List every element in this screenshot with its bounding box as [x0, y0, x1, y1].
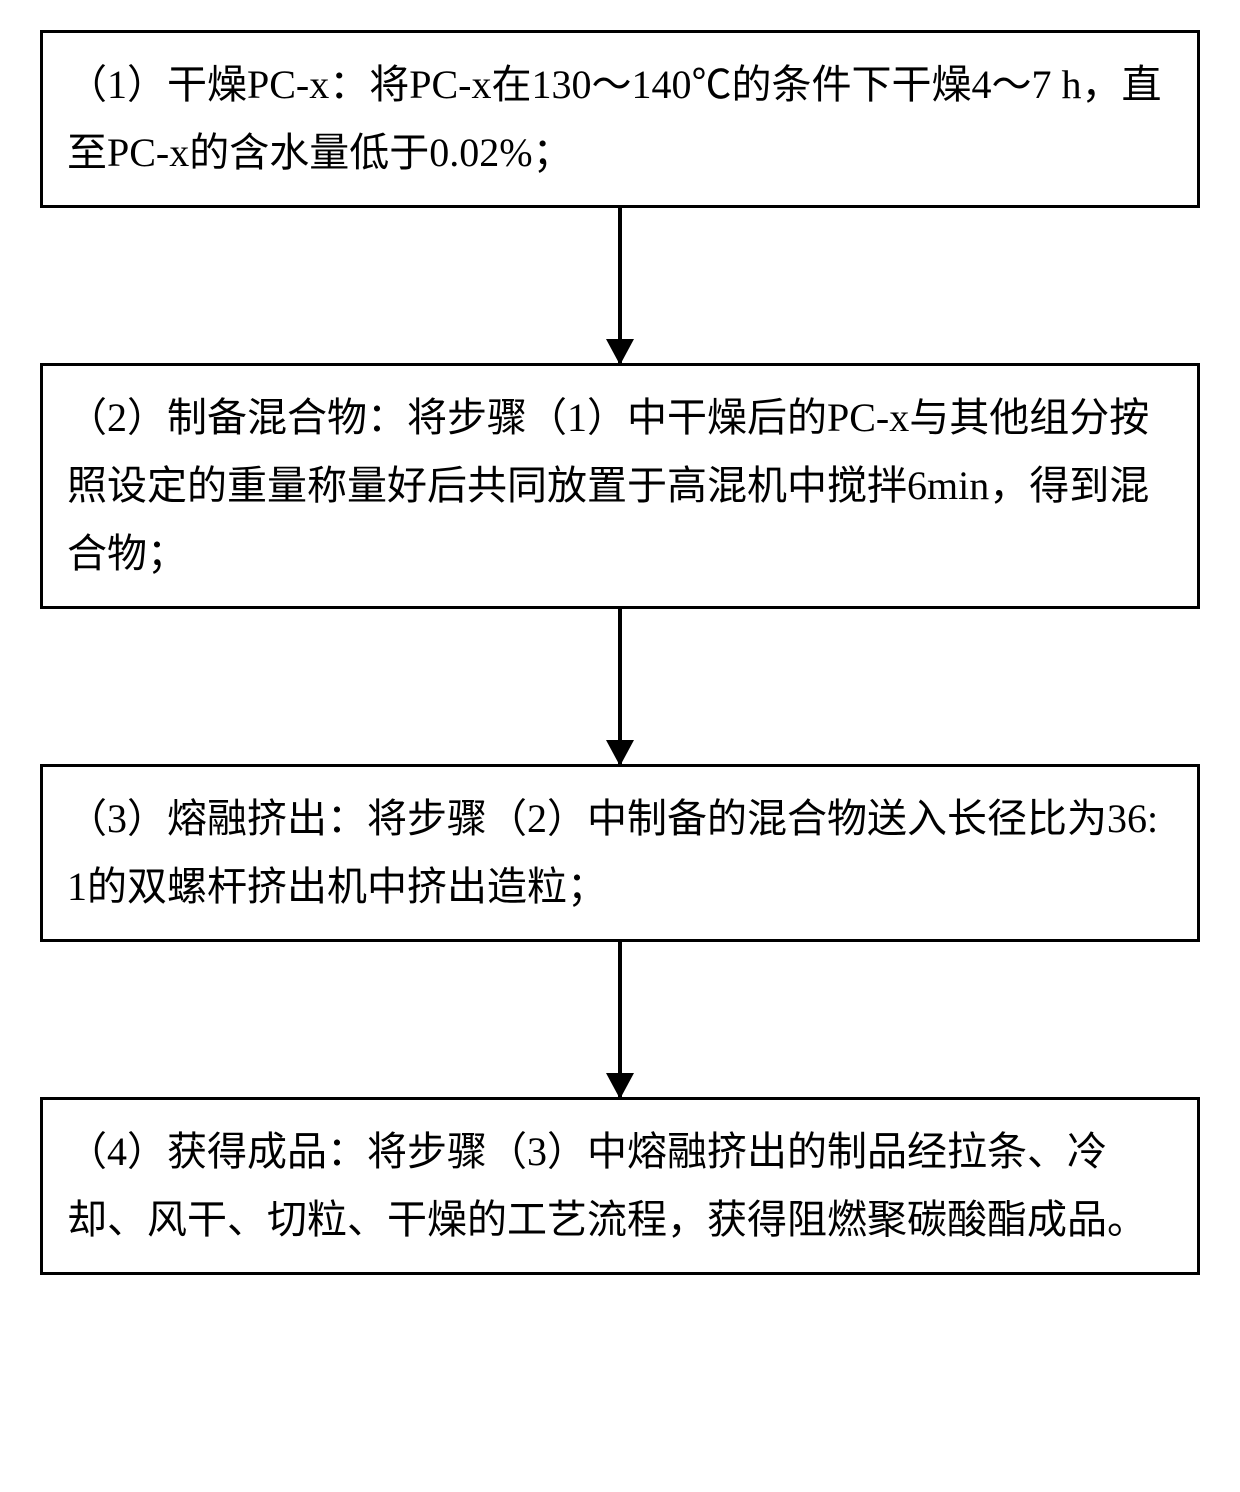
arrow-down-icon: [618, 942, 622, 1097]
flow-edge: [40, 208, 1200, 363]
flow-edge: [40, 609, 1200, 764]
flow-node-text: （3）熔融挤出：将步骤（2）中制备的混合物送入长径比为36:1的双螺杆挤出机中挤…: [67, 785, 1173, 921]
flow-node-text: （4）获得成品：将步骤（3）中熔融挤出的制品经拉条、冷却、风干、切粒、干燥的工艺…: [67, 1118, 1173, 1254]
flow-node: （4）获得成品：将步骤（3）中熔融挤出的制品经拉条、冷却、风干、切粒、干燥的工艺…: [40, 1097, 1200, 1275]
arrow-down-icon: [618, 208, 622, 363]
flow-node: （3）熔融挤出：将步骤（2）中制备的混合物送入长径比为36:1的双螺杆挤出机中挤…: [40, 764, 1200, 942]
flow-node: （2）制备混合物：将步骤（1）中干燥后的PC-x与其他组分按照设定的重量称量好后…: [40, 363, 1200, 609]
flow-node: （1）干燥PC-x：将PC-x在130～140℃的条件下干燥4～7 h，直至PC…: [40, 30, 1200, 208]
flow-node-text: （1）干燥PC-x：将PC-x在130～140℃的条件下干燥4～7 h，直至PC…: [67, 51, 1173, 187]
flow-node-text: （2）制备混合物：将步骤（1）中干燥后的PC-x与其他组分按照设定的重量称量好后…: [67, 384, 1173, 588]
flow-edge: [40, 942, 1200, 1097]
flowchart: （1）干燥PC-x：将PC-x在130～140℃的条件下干燥4～7 h，直至PC…: [40, 30, 1200, 1275]
arrow-down-icon: [618, 609, 622, 764]
